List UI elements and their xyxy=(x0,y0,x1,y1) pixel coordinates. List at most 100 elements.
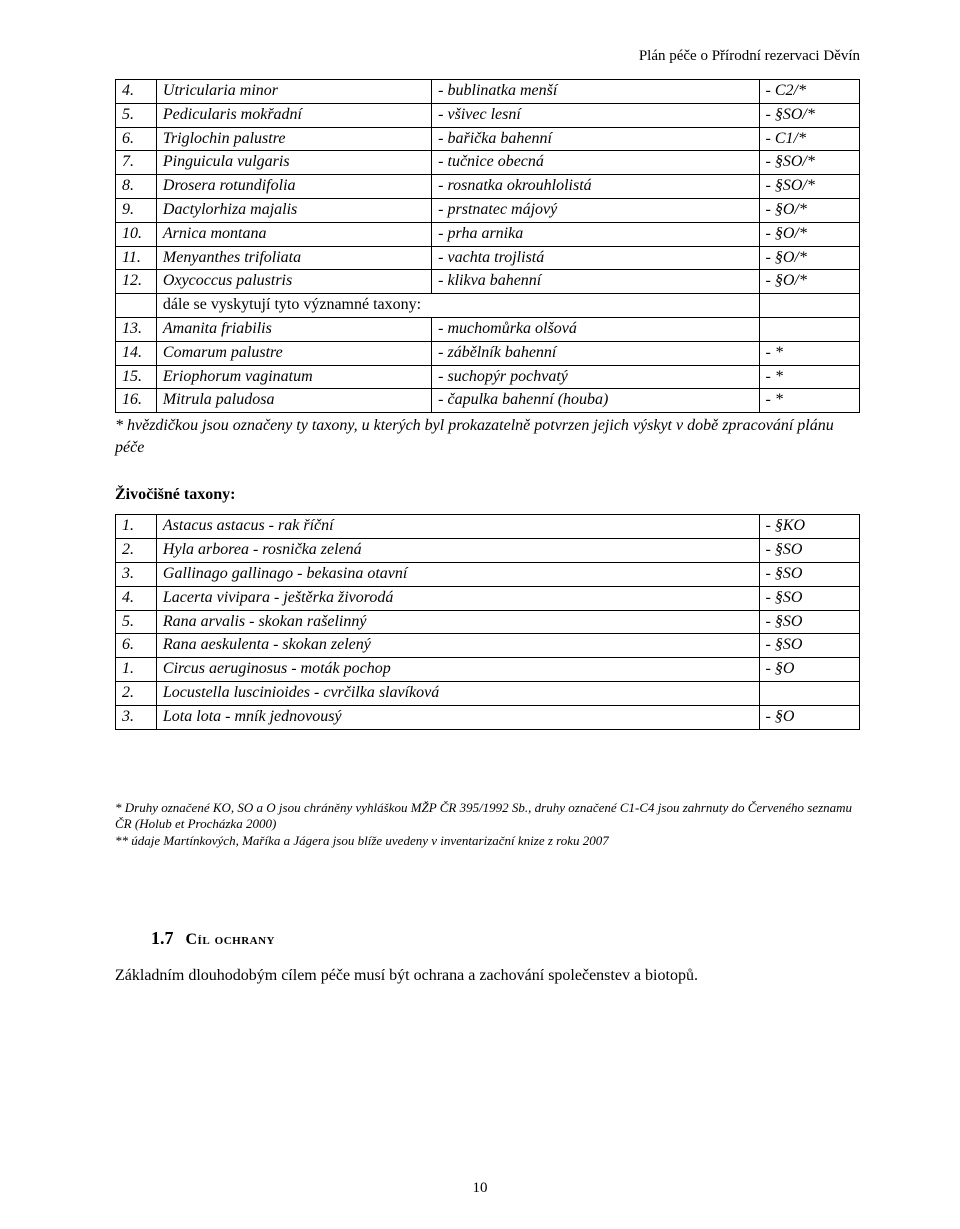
table-row: 14.Comarum palustre- zábělník bahenní- * xyxy=(116,341,860,365)
table-cell: Utricularia minor xyxy=(156,80,431,104)
running-header: Plán péče o Přírodní rezervaci Děvín xyxy=(115,48,860,65)
table-row: 9.Dactylorhiza majalis- prstnatec májový… xyxy=(116,198,860,222)
legend-note-2: ** údaje Martínkových, Maříka a Jágera j… xyxy=(115,833,860,850)
table-cell: 10. xyxy=(116,222,157,246)
chapter-section: 1.7 Cíl ochrany Základním dlouhodobým cí… xyxy=(115,928,860,985)
table-cell: 9. xyxy=(116,198,157,222)
table-cell: - bublinatka menší xyxy=(432,80,759,104)
table-cell: - * xyxy=(759,341,859,365)
table-cell: Oxycoccus palustris xyxy=(156,270,431,294)
table-row: dále se vyskytují tyto významné taxony: xyxy=(116,294,860,318)
table-row: 3.Lota lota - mník jednovousý- §O xyxy=(116,705,860,729)
table-cell: - §SO/* xyxy=(759,175,859,199)
table-cell: Circus aeruginosus - moták pochop xyxy=(156,658,759,682)
table-cell: Pinguicula vulgaris xyxy=(156,151,431,175)
table-cell: 3. xyxy=(116,705,157,729)
table-row: 6.Rana aeskulenta - skokan zelený- §SO xyxy=(116,634,860,658)
table-cell: - C2/* xyxy=(759,80,859,104)
table-cell: 12. xyxy=(116,270,157,294)
table-cell: - §KO xyxy=(759,515,859,539)
table-cell: 8. xyxy=(116,175,157,199)
table-cell: - vachta trojlistá xyxy=(432,246,759,270)
table-cell: - zábělník bahenní xyxy=(432,341,759,365)
table-row: 8.Drosera rotundifolia- rosnatka okrouhl… xyxy=(116,175,860,199)
table-cell: Arnica montana xyxy=(156,222,431,246)
animal-taxa-heading: Živočišné taxony: xyxy=(115,486,860,504)
table-cell: - muchomůrka olšová xyxy=(432,317,759,341)
table-cell: - §O/* xyxy=(759,198,859,222)
table-row: 1.Astacus astacus - rak říční- §KO xyxy=(116,515,860,539)
table-cell: - tučnice obecná xyxy=(432,151,759,175)
table-cell: Rana arvalis - skokan rašelinný xyxy=(156,610,759,634)
table-cell: Hyla arborea - rosnička zelená xyxy=(156,539,759,563)
table-cell: Triglochin palustre xyxy=(156,127,431,151)
table-cell: - §O xyxy=(759,658,859,682)
table-cell: - * xyxy=(759,389,859,413)
table-row: 2.Locustella luscinioides - cvrčilka sla… xyxy=(116,681,860,705)
table-cell: 3. xyxy=(116,562,157,586)
table-cell: 1. xyxy=(116,658,157,682)
animal-taxa-table: 1.Astacus astacus - rak říční- §KO2.Hyla… xyxy=(115,514,860,729)
table-cell: - C1/* xyxy=(759,127,859,151)
table-row: 1.Circus aeruginosus - moták pochop- §O xyxy=(116,658,860,682)
plant-taxa-table: 4.Utricularia minor- bublinatka menší- C… xyxy=(115,79,860,413)
table-cell xyxy=(759,294,859,318)
table-cell: 13. xyxy=(116,317,157,341)
table-cell: Gallinago gallinago - bekasina otavní xyxy=(156,562,759,586)
table-cell: 5. xyxy=(116,610,157,634)
table-cell: 6. xyxy=(116,127,157,151)
legend-notes: * Druhy označené KO, SO a O jsou chráněn… xyxy=(115,800,860,851)
table-cell: - §SO xyxy=(759,562,859,586)
table-cell: 11. xyxy=(116,246,157,270)
table-cell: - §O xyxy=(759,705,859,729)
page-number: 10 xyxy=(0,1180,960,1197)
table-row: 10.Arnica montana- prha arnika- §O/* xyxy=(116,222,860,246)
table-cell: - §SO/* xyxy=(759,151,859,175)
table-row: 6.Triglochin palustre- bařička bahenní- … xyxy=(116,127,860,151)
chapter-title: Cíl ochrany xyxy=(186,931,276,948)
table-cell: - * xyxy=(759,365,859,389)
table-cell: - čapulka bahenní (houba) xyxy=(432,389,759,413)
table-cell: Eriophorum vaginatum xyxy=(156,365,431,389)
chapter-body: Základním dlouhodobým cílem péče musí bý… xyxy=(115,967,860,985)
table-cell: Amanita friabilis xyxy=(156,317,431,341)
chapter-number: 1.7 xyxy=(151,928,174,948)
table-cell: Dactylorhiza majalis xyxy=(156,198,431,222)
table-cell: - bařička bahenní xyxy=(432,127,759,151)
table-cell xyxy=(759,681,859,705)
table-cell: Comarum palustre xyxy=(156,341,431,365)
table-cell: 2. xyxy=(116,539,157,563)
table-cell: - prstnatec májový xyxy=(432,198,759,222)
table-cell: - §O/* xyxy=(759,222,859,246)
table-cell xyxy=(759,317,859,341)
table-row: 13.Amanita friabilis- muchomůrka olšová xyxy=(116,317,860,341)
table-row: 11.Menyanthes trifoliata- vachta trojlis… xyxy=(116,246,860,270)
table-cell: - §SO xyxy=(759,634,859,658)
table-cell: - §O/* xyxy=(759,270,859,294)
table-cell: 15. xyxy=(116,365,157,389)
table-cell: 2. xyxy=(116,681,157,705)
table-row: 15.Eriophorum vaginatum- suchopýr pochva… xyxy=(116,365,860,389)
table-cell: 7. xyxy=(116,151,157,175)
table-cell: 4. xyxy=(116,586,157,610)
table-cell: - §SO/* xyxy=(759,103,859,127)
table-cell-span: dále se vyskytují tyto významné taxony: xyxy=(156,294,759,318)
table-row: 16.Mitrula paludosa- čapulka bahenní (ho… xyxy=(116,389,860,413)
table-cell: Drosera rotundifolia xyxy=(156,175,431,199)
table-cell: 1. xyxy=(116,515,157,539)
table-cell: - rosnatka okrouhlolistá xyxy=(432,175,759,199)
table-cell: - §O/* xyxy=(759,246,859,270)
legend-note-1: * Druhy označené KO, SO a O jsou chráněn… xyxy=(115,800,860,834)
table-cell: Locustella luscinioides - cvrčilka slaví… xyxy=(156,681,759,705)
table-row: 4.Utricularia minor- bublinatka menší- C… xyxy=(116,80,860,104)
table-cell: Pedicularis mokřadní xyxy=(156,103,431,127)
table-row: 5.Rana arvalis - skokan rašelinný- §SO xyxy=(116,610,860,634)
table-cell xyxy=(116,294,157,318)
table-cell: - suchopýr pochvatý xyxy=(432,365,759,389)
table-cell: 14. xyxy=(116,341,157,365)
table-row: 12.Oxycoccus palustris- klikva bahenní- … xyxy=(116,270,860,294)
table-cell: Mitrula paludosa xyxy=(156,389,431,413)
table-row: 5.Pedicularis mokřadní- všivec lesní- §S… xyxy=(116,103,860,127)
table-cell: Lacerta vivipara - ještěrka živorodá xyxy=(156,586,759,610)
table-cell: Astacus astacus - rak říční xyxy=(156,515,759,539)
